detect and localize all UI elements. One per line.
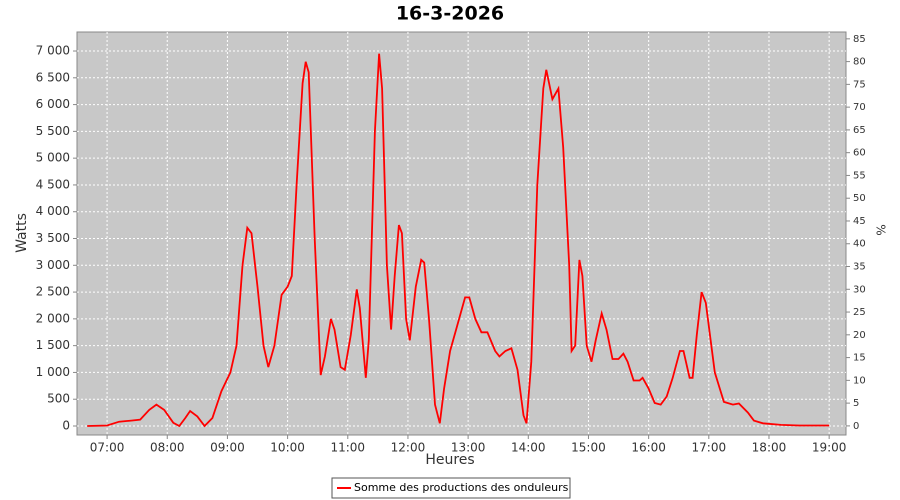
y2-tick-label: 75 <box>853 79 866 90</box>
x-tick-label: 11:00 <box>330 441 365 455</box>
legend-box <box>331 477 571 499</box>
y2-tick-label: 10 <box>853 375 866 386</box>
y-tick-label: 4 000 <box>36 204 70 218</box>
y-axis-label: Watts <box>14 213 30 253</box>
y2-tick-label: 80 <box>853 57 866 68</box>
y2-tick-label: 65 <box>853 125 866 136</box>
y-tick-label: 0 <box>62 419 70 433</box>
y-tick-label: 4 500 <box>36 177 70 191</box>
y2-tick-label: 70 <box>853 102 866 113</box>
y-tick-label: 500 <box>47 392 70 406</box>
y2-tick-label: 5 <box>853 398 859 409</box>
x-axis-label: Heures <box>425 452 474 468</box>
y-tick-label: 2 000 <box>36 311 70 325</box>
y2-tick-label: 20 <box>853 330 866 341</box>
data-line <box>87 53 830 428</box>
x-tick-label: 18:00 <box>752 441 787 455</box>
y2-tick-label: 55 <box>853 170 866 181</box>
y-tick-label: 3 500 <box>36 231 70 245</box>
y2-tick-label: 15 <box>853 353 866 364</box>
x-tick-label: 17:00 <box>692 441 727 455</box>
y-tick-label: 6 500 <box>36 70 70 84</box>
y2-axis-label: % <box>874 224 888 235</box>
x-tick-label: 09:00 <box>210 441 245 455</box>
y2-tick-label: 85 <box>853 34 866 45</box>
x-tick-label: 12:00 <box>391 441 426 455</box>
y-tick-label: 7 000 <box>36 44 70 58</box>
y-tick-label: 3 000 <box>36 258 70 272</box>
x-tick-label: 13:00 <box>451 441 486 455</box>
y-tick-label: 5 000 <box>36 151 70 165</box>
y2-tick-label: 50 <box>853 193 866 204</box>
x-tick-label: 07:00 <box>90 441 125 455</box>
x-tick-label: 16:00 <box>631 441 666 455</box>
y2-tick-label: 60 <box>853 148 866 159</box>
plot-area <box>76 31 847 436</box>
legend-label: Somme des productions des onduleurs <box>354 481 569 494</box>
y-tick-label: 5 500 <box>36 124 70 138</box>
y-tick-label: 6 000 <box>36 97 70 111</box>
chart-title: 16-3-2026 <box>396 3 504 25</box>
y-tick-label: 1 500 <box>36 338 70 352</box>
y2-tick-label: 40 <box>853 239 866 250</box>
y2-tick-label: 0 <box>853 421 859 432</box>
x-tick-label: 10:00 <box>270 441 305 455</box>
y2-tick-label: 25 <box>853 307 866 318</box>
x-tick-label: 08:00 <box>150 441 185 455</box>
y-tick-label: 1 000 <box>36 365 70 379</box>
y2-tick-label: 30 <box>853 284 866 295</box>
y2-tick-label: 45 <box>853 216 866 227</box>
y-tick-label: 2 500 <box>36 285 70 299</box>
y2-tick-label: 35 <box>853 262 866 273</box>
x-tick-label: 19:00 <box>812 441 847 455</box>
x-tick-label: 14:00 <box>511 441 546 455</box>
x-tick-label: 15:00 <box>571 441 606 455</box>
